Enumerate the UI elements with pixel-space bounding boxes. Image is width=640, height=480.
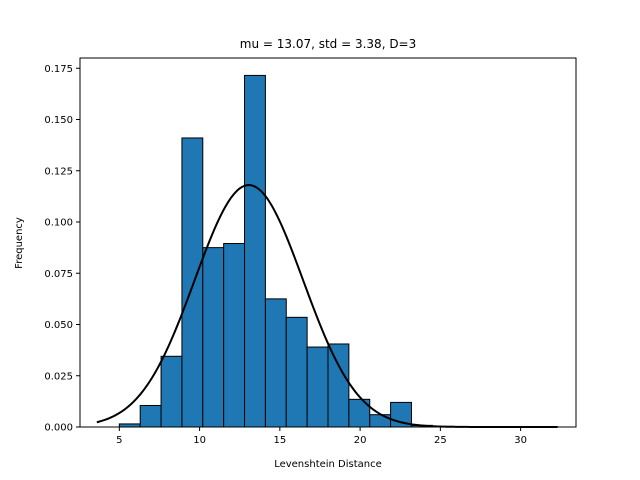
histogram-bar xyxy=(181,137,204,428)
y-tick-label: 0.150 xyxy=(44,115,73,126)
histogram-bar xyxy=(139,404,162,428)
plot-frame xyxy=(79,57,577,428)
y-tick-label: 0.100 xyxy=(44,218,73,229)
histogram-bar xyxy=(160,355,183,428)
chart-title: mu = 13.07, std = 3.38, D=3 xyxy=(240,37,417,51)
histogram-bar xyxy=(202,247,225,428)
x-tick-label: 20 xyxy=(354,435,367,446)
y-axis-ticks: 0.000 0.025 0.050 0.075 0.100 0.125 0.150 0.175 xyxy=(44,64,80,434)
x-tick-label: 10 xyxy=(193,435,206,446)
histogram-bar xyxy=(223,243,246,428)
y-tick-label: 0.175 xyxy=(44,64,73,75)
y-axis-label: Frequency xyxy=(14,217,25,269)
histogram-bar xyxy=(306,346,329,428)
histogram-bar xyxy=(285,316,308,428)
histogram-bar xyxy=(327,343,350,428)
x-tick-label: 30 xyxy=(514,435,527,446)
histogram-bar xyxy=(244,74,266,428)
y-tick-label: 0.125 xyxy=(44,166,73,177)
histogram-bars xyxy=(118,74,559,428)
histogram-bar xyxy=(369,414,392,428)
y-tick-label: 0.000 xyxy=(44,423,73,434)
y-tick-label: 0.025 xyxy=(44,371,73,382)
x-tick-label: 25 xyxy=(434,435,447,446)
y-tick-label: 0.050 xyxy=(44,320,73,331)
histogram-bar xyxy=(264,298,287,428)
x-tick-label: 15 xyxy=(273,435,286,446)
x-axis-label: Levenshtein Distance xyxy=(274,459,382,470)
x-axis-ticks: 5 10 15 20 25 30 xyxy=(116,427,527,446)
x-tick-label: 5 xyxy=(116,435,122,446)
y-tick-label: 0.075 xyxy=(44,269,73,280)
